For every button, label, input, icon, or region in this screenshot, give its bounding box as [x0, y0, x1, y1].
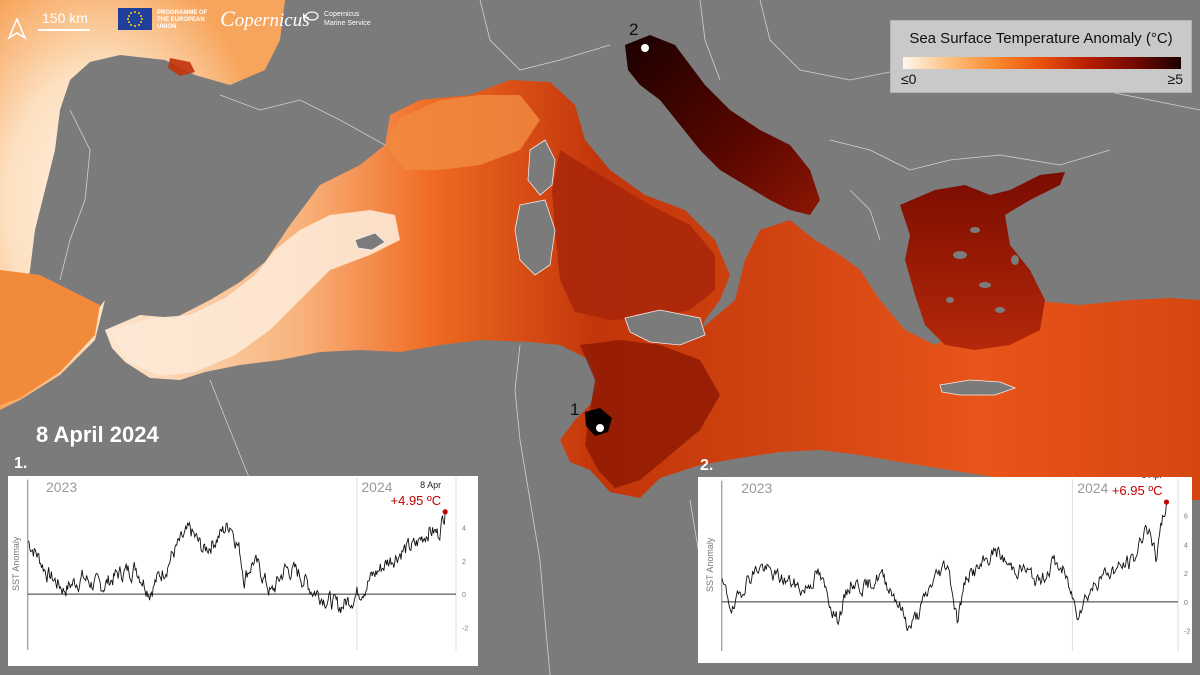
year-label: 2023 — [741, 480, 772, 496]
tunisian-lagoon — [585, 408, 612, 436]
annotation-date: 8 Apr — [420, 480, 441, 490]
chart-svg: 2023 2024 -2 0 2 4 6 SST Anomaly 8 Apr +6.95 ºC — [705, 477, 1190, 651]
adriatic-sea — [625, 35, 820, 215]
legend-max-label: ≥5 — [1167, 71, 1183, 87]
corsica-island — [527, 139, 556, 196]
latest-value-marker — [442, 509, 448, 515]
latest-value-marker — [1163, 499, 1170, 505]
copernicus-logo-text: opernicus — [234, 10, 310, 31]
eu-programme-logo-text: PROGRAMME OF THE EUROPEAN UNION — [157, 10, 208, 30]
sicily-channel — [580, 340, 720, 488]
y-tick-label: 2 — [1184, 571, 1188, 578]
annotation-value: +4.95 ºC — [391, 493, 442, 508]
legend-min-label: ≤0 — [901, 71, 917, 87]
copernicus-logo: Copernicus — [220, 6, 310, 31]
marine-service-fish-icon — [303, 11, 319, 21]
tyrrhenian-sea — [552, 150, 715, 320]
site-marker-1 — [596, 424, 604, 432]
y-tick-label: 4 — [462, 526, 466, 533]
alboran-light-water — [110, 210, 400, 376]
year-label: 2024 — [361, 479, 392, 495]
atlantic-gulf-cadiz — [0, 270, 100, 405]
y-tick-label: -2 — [462, 625, 468, 632]
gulf-of-lion — [385, 95, 540, 170]
year-label: 2023 — [46, 479, 77, 495]
atlantic-warm-patch — [168, 58, 195, 76]
marine-service-line-2: Marine Service — [324, 20, 371, 27]
sst-anomaly-line — [27, 511, 446, 614]
sst-anomaly-line — [721, 502, 1167, 632]
color-legend: Sea Surface Temperature Anomaly (°C) ≤0 … — [890, 20, 1192, 93]
sardinia-island — [514, 199, 556, 276]
chart-panel-1-label: 1. — [14, 455, 28, 472]
crete-island — [939, 379, 1017, 396]
north-arrow-icon — [7, 18, 27, 40]
eu-flag-icon — [118, 8, 152, 30]
sst-anomaly-chart-1: 2023 2024 -2 0 2 4 SST Anomaly 8 Apr +4.95 ºC — [8, 476, 478, 666]
sicily-island — [624, 309, 706, 346]
legend-color-ramp — [903, 57, 1181, 69]
balearic-islands — [354, 232, 386, 251]
aegean-sea — [900, 172, 1065, 350]
legend-title: Sea Surface Temperature Anomaly (°C) — [909, 30, 1173, 47]
chart-svg: 2023 2024 -2 0 2 4 SST Anomaly 8 Apr +4.95 ºC — [11, 478, 468, 650]
y-tick-label: 0 — [1184, 600, 1188, 607]
y-tick-label: 2 — [462, 559, 466, 566]
site-label-2: 2 — [629, 20, 639, 39]
y-tick-label: -2 — [1184, 629, 1190, 636]
scale-bar-label: 150 km — [42, 10, 88, 26]
date-label: 8 April 2024 — [36, 422, 159, 447]
y-tick-label: 0 — [462, 592, 466, 599]
site-marker-2 — [641, 44, 649, 52]
year-label: 2024 — [1077, 480, 1108, 496]
chart-panel-2-label: 2. — [700, 457, 714, 474]
scale-bar — [38, 29, 90, 31]
y-axis-label: SST Anomaly — [11, 536, 21, 591]
annotation-date: 8 Apr — [1141, 477, 1162, 480]
sst-anomaly-chart-2: 2023 2024 -2 0 2 4 6 SST Anomaly 8 Apr +6.95 ºC — [698, 477, 1192, 663]
site-label-1: 1 — [570, 400, 580, 419]
aegean-islands — [946, 227, 1019, 313]
marine-service-line-1: Copernicus — [324, 11, 360, 18]
marine-service-logo-text: Copernicus Marine Service — [324, 10, 384, 28]
y-tick-label: 4 — [1184, 542, 1188, 549]
y-tick-label: 6 — [1184, 514, 1188, 521]
y-axis-label: SST Anomaly — [705, 537, 715, 592]
annotation-value: +6.95 ºC — [1112, 483, 1163, 498]
